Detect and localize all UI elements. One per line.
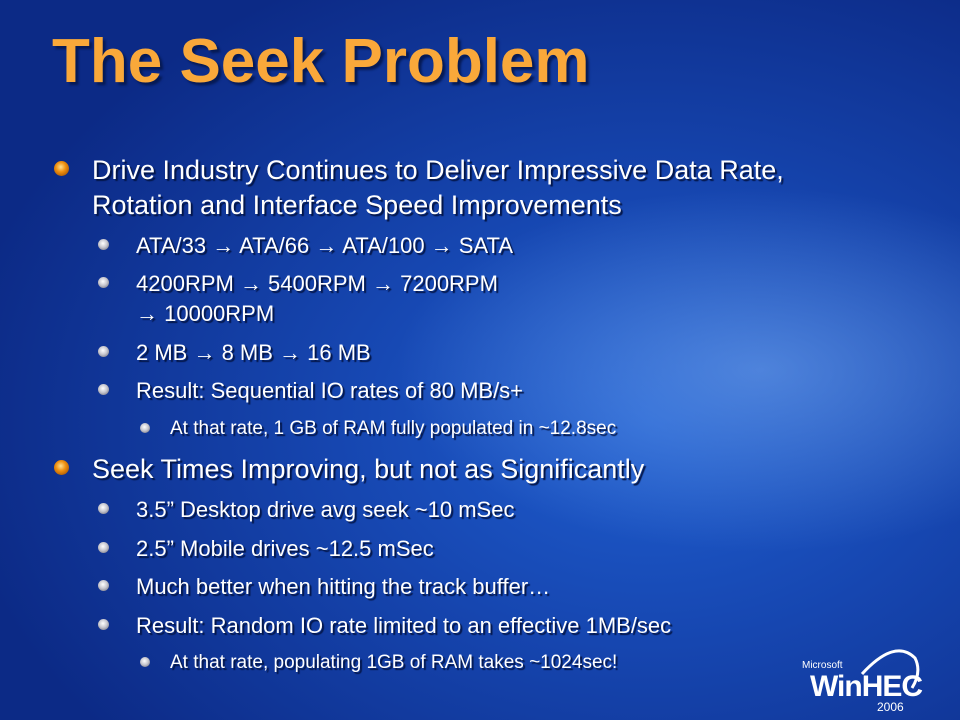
silver-bullet-icon <box>98 580 109 591</box>
logo-company: Microsoft <box>802 660 843 671</box>
bullet-line: Result: Random IO rate limited to an eff… <box>136 613 672 638</box>
bullet-l2: Much better when hitting the track buffe… <box>98 572 551 602</box>
bullet-l2: Result: Random IO rate limited to an eff… <box>98 611 672 641</box>
silver-bullet-icon <box>98 542 109 553</box>
silver-bullet-icon <box>98 619 109 630</box>
bullet-line: Drive Industry Continues to Deliver Impr… <box>92 155 784 185</box>
bullet-line: At that rate, 1 GB of RAM fully populate… <box>170 418 617 439</box>
bullet-l2: 3.5” Desktop drive avg seek ~10 mSec <box>98 495 515 525</box>
silver-bullet-icon <box>98 346 109 357</box>
orange-bullet-icon <box>54 460 69 475</box>
bullet-line: 2 MB → 8 MB → 16 MB <box>136 340 371 365</box>
bullet-l2: Result: Sequential IO rates of 80 MB/s+ <box>98 376 524 406</box>
bullet-line: ATA/33 → ATA/66 → ATA/100 → SATA <box>136 233 513 258</box>
bullet-l2: 4200RPM → 5400RPM → 7200RPM → 10000RPM <box>98 269 498 329</box>
bullet-line: 3.5” Desktop drive avg seek ~10 mSec <box>136 497 515 522</box>
bullet-l1: Drive Industry Continues to Deliver Impr… <box>54 153 784 223</box>
bullet-l2: 2 MB → 8 MB → 16 MB <box>98 338 371 368</box>
silver-bullet-icon <box>140 657 150 667</box>
bullet-line: Rotation and Interface Speed Improvement… <box>92 190 622 220</box>
bullet-l2: ATA/33 → ATA/66 → ATA/100 → SATA <box>98 231 513 261</box>
orange-bullet-icon <box>54 161 69 176</box>
bullet-l1: Seek Times Improving, but not as Signifi… <box>54 452 645 487</box>
silver-bullet-icon <box>140 423 150 433</box>
bullet-line: Seek Times Improving, but not as Signifi… <box>92 454 645 484</box>
silver-bullet-icon <box>98 384 109 395</box>
silver-bullet-icon <box>98 503 109 514</box>
bullet-line: → 10000RPM <box>136 301 275 326</box>
logo-year: 2006 <box>877 700 904 714</box>
bullet-line: Result: Sequential IO rates of 80 MB/s+ <box>136 378 524 403</box>
bullet-line: Much better when hitting the track buffe… <box>136 574 551 599</box>
bullet-l3: At that rate, 1 GB of RAM fully populate… <box>140 417 617 441</box>
silver-bullet-icon <box>98 277 109 288</box>
logo-name: WinHEC <box>810 670 923 703</box>
logo-arc-icon <box>860 649 920 689</box>
bullet-line: 2.5” Mobile drives ~12.5 mSec <box>136 536 434 561</box>
bullet-l2: 2.5” Mobile drives ~12.5 mSec <box>98 534 434 564</box>
bullet-l3: At that rate, populating 1GB of RAM take… <box>140 651 618 675</box>
slide-title: The Seek Problem <box>52 27 590 96</box>
silver-bullet-icon <box>98 239 109 250</box>
bullet-line: At that rate, populating 1GB of RAM take… <box>170 652 618 673</box>
bullet-line: 4200RPM → 5400RPM → 7200RPM <box>136 271 498 296</box>
winhec-logo: Microsoft WinHEC 2006 <box>800 640 930 714</box>
